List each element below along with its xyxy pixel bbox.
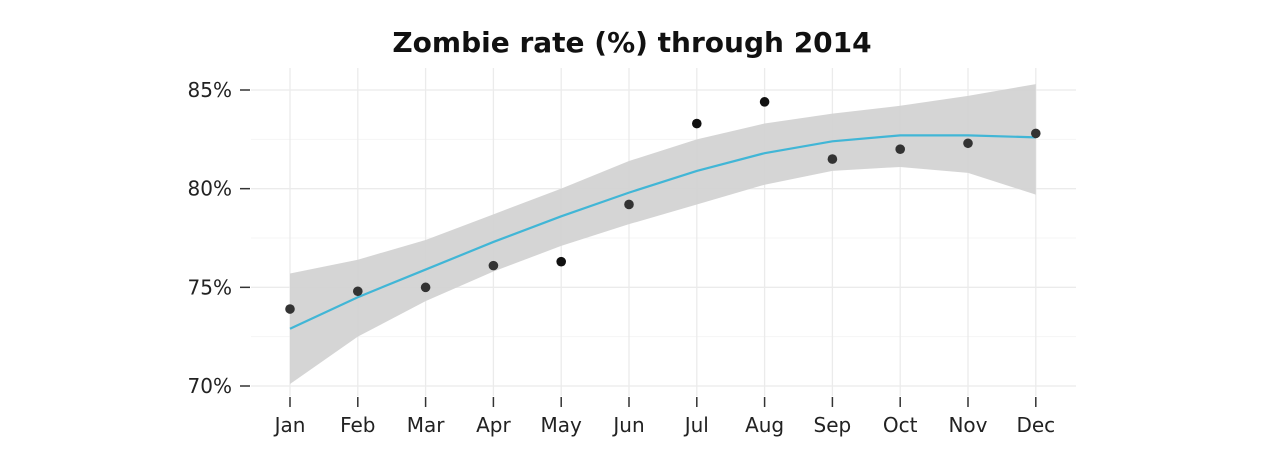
data-point: [692, 118, 702, 129]
data-point: [353, 286, 363, 297]
data-point: [488, 260, 499, 271]
data-point: [624, 199, 634, 210]
smooth-line-layer: [289, 134, 1036, 330]
x-tick-label: Aug: [745, 413, 784, 437]
smooth-trend-line: [289, 134, 1036, 330]
data-point: [556, 256, 566, 267]
confidence-band: [290, 84, 1036, 385]
chart-title: Zombie rate (%) through 2014: [392, 26, 872, 59]
x-tick-label: Mar: [407, 413, 446, 437]
y-tick-label: 80%: [188, 177, 232, 201]
data-point: [1031, 128, 1041, 139]
data-point: [895, 144, 905, 154]
x-tick-label: Oct: [883, 413, 918, 437]
x-tick-label: Jan: [273, 413, 306, 437]
data-point: [827, 154, 838, 164]
data-point: [420, 282, 431, 293]
y-tick-label: 85%: [188, 78, 232, 102]
x-tick-label: Jun: [611, 413, 644, 437]
x-tick-label: Apr: [476, 413, 511, 437]
data-point: [759, 97, 770, 107]
data-points-layer: [285, 97, 1041, 314]
x-tick-label: Jul: [683, 413, 709, 437]
x-tick-label: Feb: [340, 413, 375, 437]
confidence-band-layer: [290, 84, 1036, 385]
x-tick-label: Nov: [948, 413, 987, 437]
data-point: [285, 304, 295, 314]
y-tick-label: 70%: [188, 374, 232, 398]
x-tick-label: May: [541, 413, 583, 437]
y-tick-label: 75%: [188, 275, 232, 299]
x-tick-label: Dec: [1016, 413, 1055, 437]
axis-layer: 70% 75% 80% 85% Jan Feb Mar Apr May Jun Jul Aug Sep O…: [188, 78, 1056, 437]
data-point: [963, 138, 973, 149]
x-tick-label: Sep: [814, 413, 852, 437]
